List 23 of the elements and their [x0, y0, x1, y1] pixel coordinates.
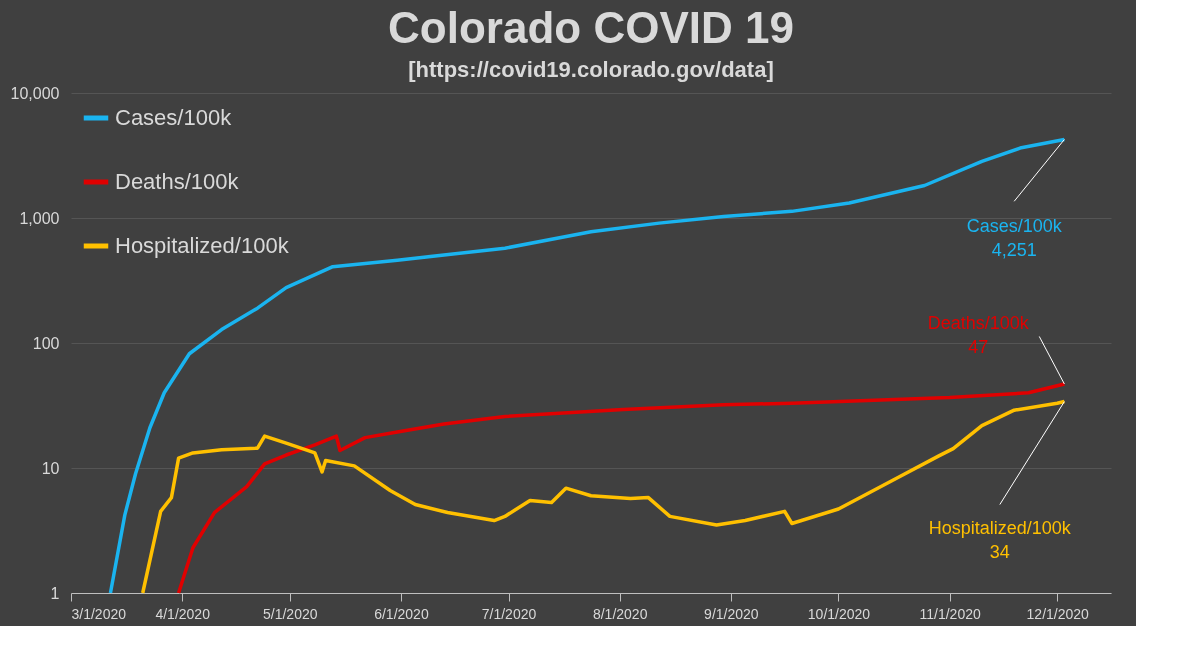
annotation: Cases/100k 4,251	[966, 215, 1063, 260]
legend-label: Hospitalized/100k	[115, 233, 290, 258]
x-tick-label: 11/1/2020	[919, 605, 981, 622]
x-tick-label: 7/1/2020	[481, 605, 537, 622]
y-tick-label: 100	[32, 334, 60, 352]
y-tick-label: 10	[41, 459, 60, 477]
y-tick-label: 10,000	[10, 84, 60, 102]
x-tick-label: 4/1/2020	[155, 605, 211, 622]
x-tick-label: 12/1/2020	[1026, 605, 1090, 622]
x-tick-label: 5/1/2020	[263, 605, 318, 622]
annotation: Hospitalized/100k 34	[928, 518, 1072, 563]
chart-subtitle: [https://covid19.colorado.gov/data]	[408, 57, 774, 82]
legend-label: Deaths/100k	[115, 169, 240, 194]
x-tick-label: 3/1/2020	[71, 605, 127, 622]
x-tick-label: 6/1/2020	[374, 605, 429, 622]
x-tick-label: 9/1/2020	[704, 605, 759, 622]
x-tick-label: 10/1/2020	[807, 605, 871, 622]
x-tick-label: 8/1/2020	[592, 605, 648, 622]
annotation: Deaths/100k 47	[927, 313, 1030, 358]
chart-title: Colorado COVID 19	[388, 3, 794, 52]
y-tick-label: 1,000	[19, 209, 60, 227]
legend-label: Cases/100k	[115, 105, 233, 130]
y-tick-label: 1	[50, 584, 60, 602]
